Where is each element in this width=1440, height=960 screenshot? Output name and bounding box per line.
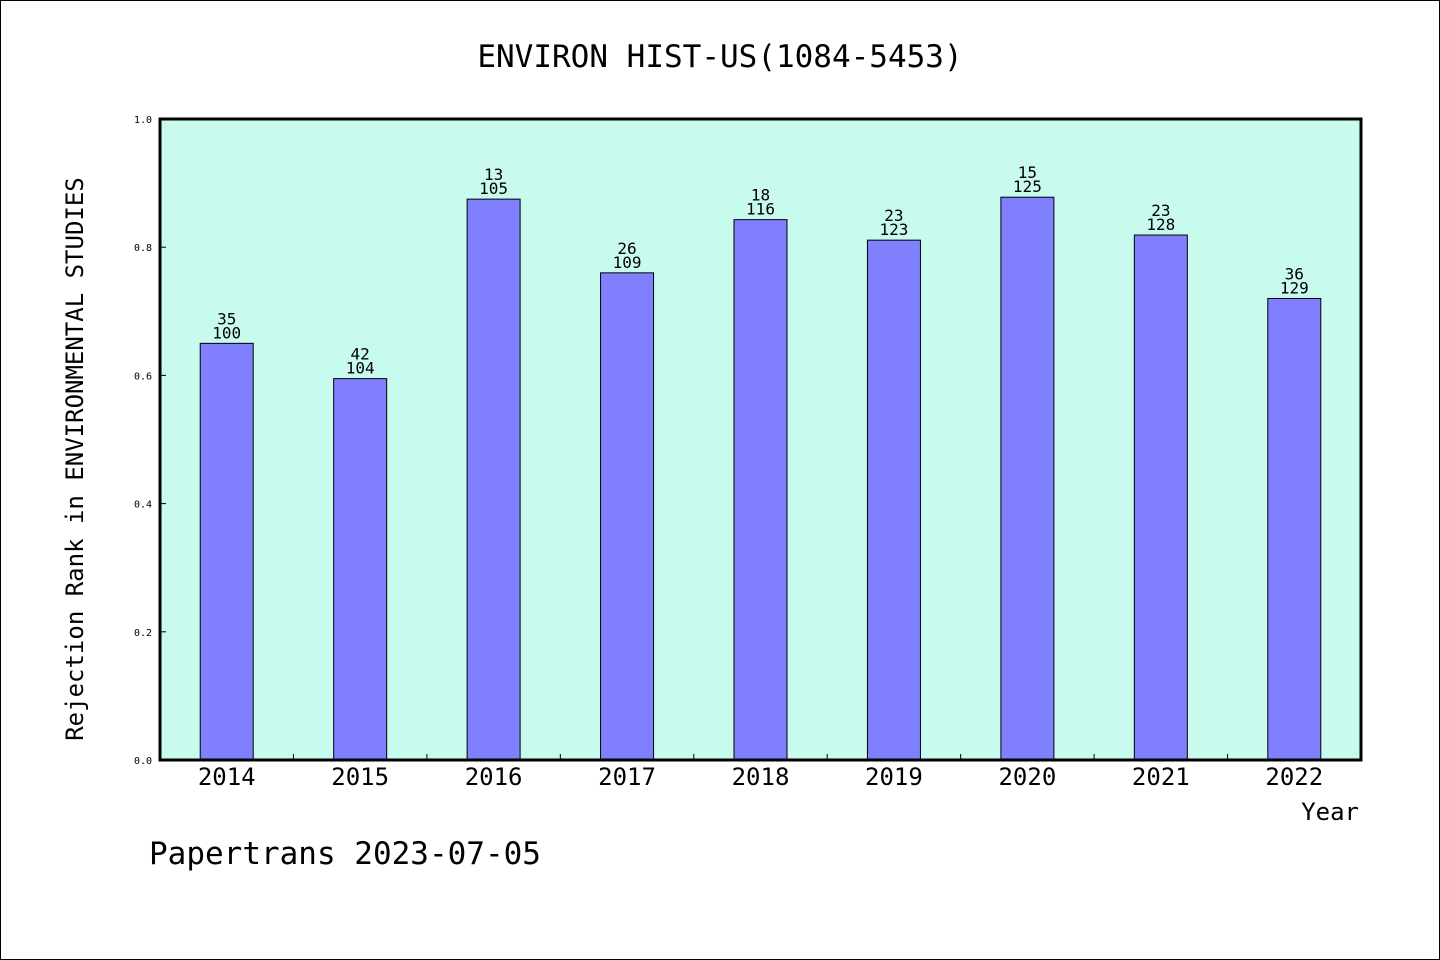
x-axis-label: Year bbox=[1301, 798, 1359, 826]
bar-rank-label: 15 bbox=[1018, 163, 1037, 182]
bar-2021 bbox=[1133, 234, 1188, 761]
x-tick-label: 2022 bbox=[1265, 763, 1323, 791]
bar-rank-label: 13 bbox=[484, 165, 503, 184]
plot-border bbox=[158, 117, 1363, 762]
y-tick-label: 0.6 bbox=[134, 371, 152, 382]
bar-total-label: 128 bbox=[1146, 215, 1175, 234]
x-tick-label: 2017 bbox=[598, 763, 656, 791]
bar-total-label: 104 bbox=[346, 359, 375, 378]
y-tick-label: 0.8 bbox=[134, 243, 152, 254]
bar-rank-label: 23 bbox=[884, 206, 903, 225]
x-axis: 2014 2015 2016 2017 2018 2019 2020 2021 2022 bbox=[198, 754, 1323, 791]
x-tick-label: 2020 bbox=[998, 763, 1056, 791]
x-tick-label: 2015 bbox=[331, 763, 389, 791]
bar-rank-label: 26 bbox=[617, 239, 636, 258]
x-tick-label: 2018 bbox=[732, 763, 790, 791]
bar-2015 bbox=[333, 378, 388, 761]
bar-2022 bbox=[1267, 297, 1322, 761]
bar-rank-label: 36 bbox=[1285, 264, 1304, 283]
x-tick-label: 2019 bbox=[865, 763, 923, 791]
y-tick-label: 1.0 bbox=[134, 115, 152, 126]
bar-rank-label: 18 bbox=[751, 186, 770, 205]
x-tick-label: 2021 bbox=[1132, 763, 1190, 791]
bar-total-label: 100 bbox=[212, 323, 241, 342]
chart-title: ENVIRON HIST-US(1084-5453) bbox=[477, 39, 962, 75]
bar-total-label: 123 bbox=[879, 220, 908, 239]
bar-2017 bbox=[600, 272, 655, 761]
bar-total-label: 129 bbox=[1280, 278, 1309, 297]
bar-2016 bbox=[466, 198, 521, 761]
bar-2018 bbox=[733, 219, 788, 761]
bar-rank-label: 42 bbox=[351, 345, 370, 364]
y-tick-label: 0.0 bbox=[134, 756, 152, 767]
bar-2020 bbox=[1000, 196, 1055, 761]
x-tick-label: 2014 bbox=[198, 763, 256, 791]
x-tick-label: 2016 bbox=[465, 763, 523, 791]
y-tick-label: 0.4 bbox=[134, 500, 152, 511]
y-axis-label: Rejection Rank in ENVIRONMENTAL STUDIES bbox=[61, 177, 89, 741]
footer-text: Papertrans 2023-07-05 bbox=[149, 836, 541, 872]
bar-rank-label: 23 bbox=[1151, 201, 1170, 220]
bar-total-label: 125 bbox=[1013, 177, 1042, 196]
bar-2014 bbox=[199, 342, 254, 761]
bar-total-label: 105 bbox=[479, 179, 508, 198]
y-tick-label: 0.2 bbox=[134, 628, 152, 639]
bar-rank-label: 35 bbox=[217, 309, 236, 328]
bar-2019 bbox=[866, 239, 921, 761]
bar-total-label: 116 bbox=[746, 200, 775, 219]
bar-total-label: 109 bbox=[613, 253, 642, 272]
